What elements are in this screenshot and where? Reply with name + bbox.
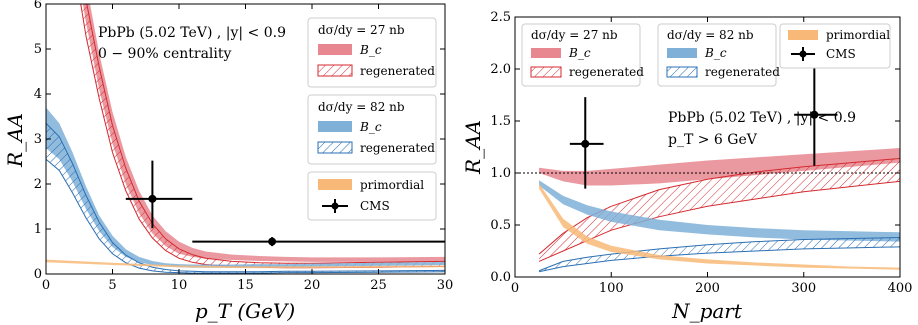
legend-swatch-red — [531, 48, 561, 58]
right-x-axis-label: N_part — [671, 299, 743, 323]
x-tick-label: 400 — [888, 281, 913, 296]
x-tick-label: 300 — [791, 281, 816, 296]
x-tick-label: 25 — [370, 278, 387, 293]
series-band-edge — [538, 236, 900, 272]
legend-cms-marker — [791, 47, 815, 61]
x-tick-label: 10 — [171, 278, 188, 293]
data-point-cms — [192, 237, 445, 247]
series-band-edge — [46, 158, 445, 274]
series-band-edge — [538, 157, 900, 255]
x-tick-label: 30 — [437, 278, 454, 293]
x-tick-label: 15 — [237, 278, 254, 293]
legend-label: primordial — [826, 28, 890, 42]
legend-title: dσ/dy = 27 nb — [318, 23, 405, 37]
series-band-edge — [86, 4, 445, 264]
legend-swatch-red — [318, 44, 352, 55]
y-tick-label: 4 — [34, 87, 42, 102]
legend-title: dσ/dy = 27 nb — [531, 28, 618, 42]
right-legend-27nb: dσ/dy = 27 nb B_c regenerated — [521, 23, 644, 87]
legend-swatch-orange — [788, 30, 818, 40]
data-point-cms — [794, 61, 838, 166]
left-legend-27nb: dσ/dy = 27 nb B_c regenerated — [307, 17, 437, 88]
y-tick-label: 0.5 — [490, 218, 511, 233]
legend-label: B_c — [359, 120, 382, 134]
data-point-cms — [125, 160, 193, 229]
right-annotation-line-2: p_T > 6 GeV — [668, 132, 758, 148]
legend-swatch-blue — [667, 48, 697, 58]
x-tick-label: 100 — [599, 281, 624, 296]
series-band-hatched — [539, 237, 900, 272]
legend-title: dσ/dy = 82 nb — [318, 100, 405, 114]
legend-label: regenerated — [360, 141, 435, 155]
y-tick-label: 0 — [34, 267, 42, 282]
x-tick-label: 20 — [304, 278, 321, 293]
series-band — [539, 148, 900, 186]
y-tick-label: 2.5 — [490, 10, 511, 25]
legend-label: primordial — [360, 178, 424, 192]
x-tick-label: 0 — [511, 281, 519, 296]
y-tick-label: 2 — [34, 177, 42, 192]
right-legend-extra: primordial CMS — [779, 23, 891, 69]
legend-label: CMS — [360, 199, 390, 213]
right-y-axis-label: R_AA — [461, 120, 485, 175]
legend-swatch-blue-hatched — [317, 141, 353, 154]
y-tick-label: 6 — [34, 0, 42, 12]
legend-swatch-blue-hatched — [666, 66, 698, 78]
left-x-axis-label: p_T (GeV) — [195, 299, 295, 323]
right-legend-82nb: dσ/dy = 82 nb B_c regenerated — [657, 23, 780, 87]
y-tick-label: 3 — [34, 132, 42, 147]
series-band-edge — [46, 122, 445, 273]
legend-label: regenerated — [569, 65, 644, 79]
legend-swatch-red-hatched — [530, 66, 562, 78]
right-ticks: 0 100 200 300 400 0.0 0.5 1.0 1.5 2.0 2.5 — [490, 10, 912, 296]
series-band-edge — [538, 246, 900, 273]
legend-label: CMS — [826, 47, 856, 61]
legend-label: B_c — [359, 43, 382, 57]
point-marker — [581, 139, 590, 148]
series-band — [46, 259, 445, 269]
legend-label: B_c — [568, 46, 591, 60]
right-annotation-line-1: PbPb (5.02 TeV) , |y| < 0.9 — [668, 110, 856, 126]
series-band-hatched — [539, 158, 900, 262]
y-tick-label: 5 — [34, 42, 42, 57]
legend-label: regenerated — [360, 64, 435, 78]
left-legend-extra: primordial CMS — [307, 171, 437, 221]
x-tick-label: 200 — [695, 281, 720, 296]
x-tick-label: 5 — [108, 278, 116, 293]
left-annotation-line-1: PbPb (5.02 TeV) , |y| < 0.9 — [98, 25, 286, 41]
left-legend-82nb: dσ/dy = 82 nb B_c regenerated — [307, 94, 437, 165]
left-chart: 0 5 10 15 20 25 30 0 1 2 3 4 5 6 PbPb (5.02 TeV) , |y… — [3, 0, 454, 323]
left-ticks: 0 5 10 15 20 25 30 0 1 2 3 4 5 6 — [34, 0, 454, 293]
left-y-axis-label: R_AA — [3, 113, 27, 168]
legend-swatch-orange — [318, 179, 352, 190]
data-point-cms — [569, 97, 604, 189]
point-marker — [268, 237, 277, 246]
right-chart: 0 100 200 300 400 0.0 0.5 1.0 1.5 2.0 2.5 PbPb (5.… — [461, 10, 912, 323]
legend-title: dσ/dy = 82 nb — [667, 28, 754, 42]
x-tick-label: 0 — [42, 278, 50, 293]
y-tick-label: 1.5 — [490, 114, 511, 129]
legend-swatch-blue — [318, 121, 352, 132]
legend-label: regenerated — [705, 65, 780, 79]
point-marker — [148, 194, 157, 203]
right-plot-area — [515, 61, 900, 273]
y-tick-label: 1.0 — [490, 166, 511, 181]
legend-label: B_c — [704, 46, 727, 60]
left-plot-area — [46, 4, 445, 274]
left-annotation-line-2: 0 − 90% centrality — [98, 46, 231, 62]
y-tick-label: 1 — [34, 222, 42, 237]
legend-cms-marker — [322, 199, 348, 213]
point-marker — [810, 110, 819, 119]
y-tick-label: 2.0 — [490, 62, 511, 77]
series-band — [539, 180, 900, 242]
y-tick-label: 0.0 — [490, 270, 511, 285]
series-band-edge — [538, 180, 900, 262]
legend-swatch-red-hatched — [317, 64, 353, 77]
